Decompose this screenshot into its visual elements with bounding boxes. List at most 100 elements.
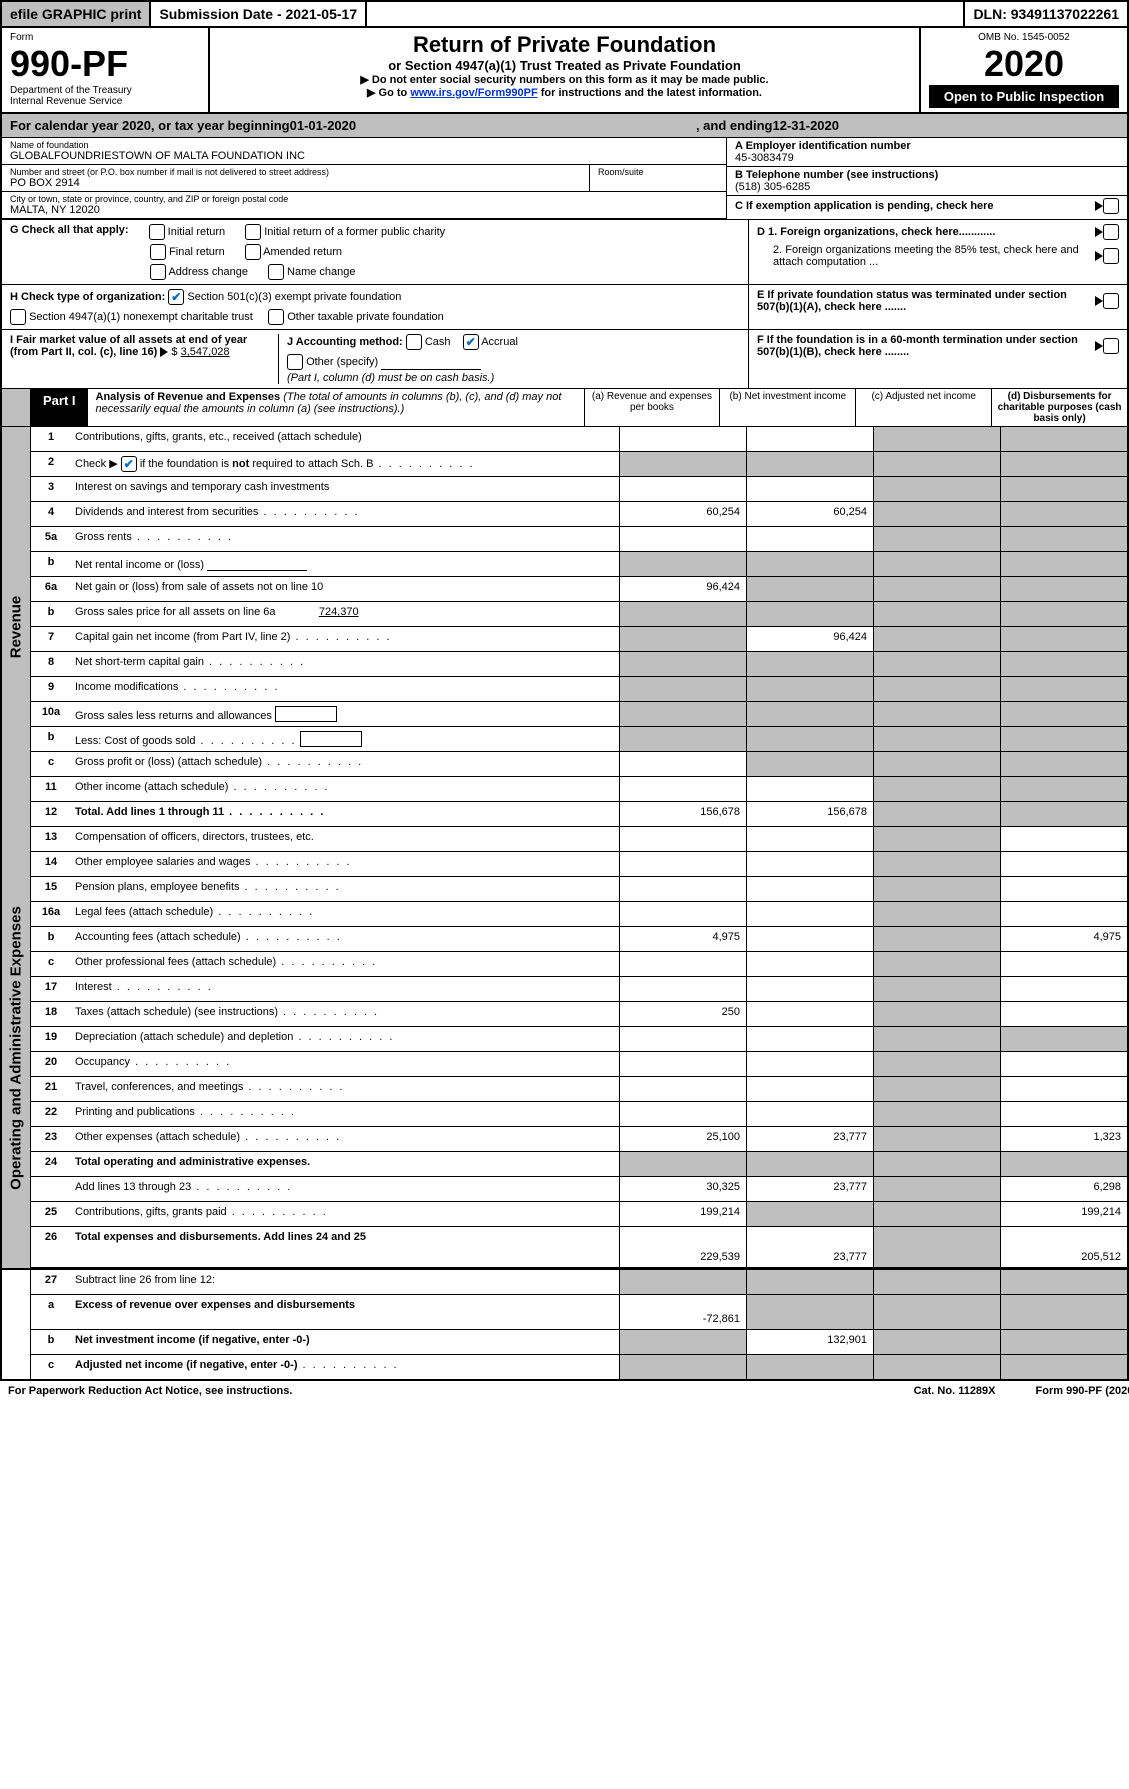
- h1-checkbox[interactable]: ✔: [168, 289, 184, 305]
- col-d: [1000, 1330, 1127, 1354]
- col-a: 156,678: [619, 802, 746, 826]
- col-b: [746, 977, 873, 1001]
- part1-tab: Part I: [31, 389, 88, 426]
- foundation-name-cell: Name of foundation GLOBALFOUNDRIESTOWN O…: [2, 138, 726, 165]
- row-num: 25: [31, 1202, 71, 1226]
- open-to-public: Open to Public Inspection: [929, 85, 1119, 108]
- col-b: [746, 1002, 873, 1026]
- final-return-label: Final return: [169, 246, 225, 258]
- col-d: [1000, 577, 1127, 601]
- row-desc: Subtract line 26 from line 12:: [71, 1270, 619, 1294]
- exemption-checkbox[interactable]: [1103, 198, 1119, 214]
- row-desc: Less: Cost of goods sold: [71, 727, 619, 751]
- col-c: [873, 1295, 1000, 1329]
- initial-former-checkbox[interactable]: [245, 224, 261, 240]
- row-desc: Compensation of officers, directors, tru…: [71, 827, 619, 851]
- col-b: [746, 1052, 873, 1076]
- row-5b: bNet rental income or (loss): [31, 552, 1127, 577]
- f-checkbox[interactable]: [1103, 338, 1119, 354]
- form-number: 990-PF: [10, 43, 200, 85]
- col-c: [873, 427, 1000, 451]
- ein-value: 45-3083479: [735, 152, 1119, 164]
- row-desc: Gross sales price for all assets on line…: [71, 602, 619, 626]
- row-2: 2Check ▶ ✔ if the foundation is not requ…: [31, 452, 1127, 477]
- col-c: [873, 902, 1000, 926]
- col-d: [1000, 702, 1127, 726]
- top-bar: efile GRAPHIC print Submission Date - 20…: [2, 2, 1127, 28]
- section-i: I Fair market value of all assets at end…: [10, 334, 279, 384]
- subtract-rows: 27Subtract line 26 from line 12: aExcess…: [31, 1270, 1127, 1379]
- arrow-icon: [1095, 227, 1103, 237]
- col-a: [619, 427, 746, 451]
- arrow-icon: [1095, 201, 1103, 211]
- header: Form 990-PF Department of the Treasury I…: [2, 28, 1127, 114]
- other-specify-field[interactable]: [381, 355, 481, 370]
- other-checkbox[interactable]: [287, 354, 303, 370]
- row-desc: Excess of revenue over expenses and disb…: [71, 1295, 619, 1329]
- col-b: 60,254: [746, 502, 873, 526]
- d2-label: 2. Foreign organizations meeting the 85%…: [757, 244, 1095, 268]
- irs-link[interactable]: www.irs.gov/Form990PF: [410, 87, 537, 99]
- cogs-field[interactable]: [300, 731, 362, 747]
- col-a: [619, 477, 746, 501]
- row-num: b: [31, 927, 71, 951]
- row-desc: Net short-term capital gain: [71, 652, 619, 676]
- amended-return-checkbox[interactable]: [245, 244, 261, 260]
- col-b: [746, 552, 873, 576]
- h3-checkbox[interactable]: [268, 309, 284, 325]
- final-return-checkbox[interactable]: [150, 244, 166, 260]
- row-7: 7Capital gain net income (from Part IV, …: [31, 627, 1127, 652]
- col-d: [1000, 652, 1127, 676]
- e-checkbox[interactable]: [1103, 293, 1119, 309]
- row-desc: Adjusted net income (if negative, enter …: [71, 1355, 619, 1379]
- row-desc: Printing and publications: [71, 1102, 619, 1126]
- col-d: [1000, 877, 1127, 901]
- ein-cell: A Employer identification number 45-3083…: [727, 138, 1127, 167]
- cash-checkbox[interactable]: [406, 334, 422, 350]
- col-b: 23,777: [746, 1127, 873, 1151]
- col-b: [746, 927, 873, 951]
- row-27: 27Subtract line 26 from line 12:: [31, 1270, 1127, 1295]
- d1-checkbox[interactable]: [1103, 224, 1119, 240]
- col-d: 4,975: [1000, 927, 1127, 951]
- row-desc: Contributions, gifts, grants paid: [71, 1202, 619, 1226]
- col-a: [619, 777, 746, 801]
- row-num: 22: [31, 1102, 71, 1126]
- d2-checkbox[interactable]: [1103, 248, 1119, 264]
- irs-label: Internal Revenue Service: [10, 96, 200, 107]
- initial-return-checkbox[interactable]: [149, 224, 165, 240]
- col-a: [619, 602, 746, 626]
- part1-title: Analysis of Revenue and Expenses: [96, 391, 281, 403]
- row-num: 2: [31, 452, 71, 476]
- sch-b-checkbox[interactable]: ✔: [121, 456, 137, 472]
- row-desc: Other professional fees (attach schedule…: [71, 952, 619, 976]
- col-b: [746, 1202, 873, 1226]
- rental-income-field[interactable]: [207, 556, 307, 571]
- address-row: Number and street (or P.O. box number if…: [2, 165, 726, 191]
- header-left: Form 990-PF Department of the Treasury I…: [2, 28, 210, 112]
- row-10a: 10aGross sales less returns and allowanc…: [31, 702, 1127, 727]
- col-b: 156,678: [746, 802, 873, 826]
- j-note: (Part I, column (d) must be on cash basi…: [287, 372, 740, 384]
- instr2-post: for instructions and the latest informat…: [538, 87, 762, 99]
- row-num: 3: [31, 477, 71, 501]
- address-change-checkbox[interactable]: [150, 264, 166, 280]
- h2-checkbox[interactable]: [10, 309, 26, 325]
- name-change-checkbox[interactable]: [268, 264, 284, 280]
- row-11: 11Other income (attach schedule): [31, 777, 1127, 802]
- r2-post: if the foundation is not required to att…: [137, 458, 374, 470]
- arrow-icon: [1095, 251, 1103, 261]
- section-e: E If private foundation status was termi…: [749, 285, 1127, 329]
- col-a: [619, 877, 746, 901]
- row-16b: bAccounting fees (attach schedule)4,9754…: [31, 927, 1127, 952]
- gross-sales-field[interactable]: [275, 706, 337, 722]
- section-h-left: H Check type of organization: ✔ Section …: [2, 285, 749, 329]
- row-22: 22Printing and publications: [31, 1102, 1127, 1127]
- efile-print-button[interactable]: efile GRAPHIC print: [2, 2, 151, 26]
- header-center: Return of Private Foundation or Section …: [210, 28, 919, 112]
- row-desc: Interest: [71, 977, 619, 1001]
- col-a: [619, 952, 746, 976]
- submission-date: Submission Date - 2021-05-17: [151, 2, 367, 26]
- accrual-checkbox[interactable]: ✔: [463, 334, 479, 350]
- col-a: [619, 827, 746, 851]
